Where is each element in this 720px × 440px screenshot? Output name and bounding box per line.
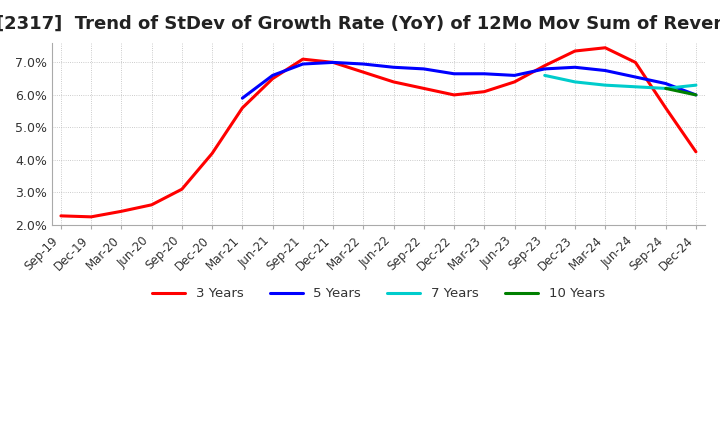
7 Years: [662, 86, 670, 91]
7 Years: [631, 84, 640, 89]
5 Years: [359, 62, 368, 67]
5 Years: [571, 65, 580, 70]
3 Years: [208, 151, 217, 156]
5 Years: [390, 65, 398, 70]
5 Years: [510, 73, 519, 78]
Legend: 3 Years, 5 Years, 7 Years, 10 Years: 3 Years, 5 Years, 7 Years, 10 Years: [147, 282, 610, 306]
5 Years: [692, 92, 701, 98]
3 Years: [390, 79, 398, 84]
5 Years: [480, 71, 489, 77]
3 Years: [238, 105, 247, 110]
7 Years: [541, 73, 549, 78]
5 Years: [329, 60, 338, 65]
3 Years: [450, 92, 459, 98]
7 Years: [601, 83, 610, 88]
3 Years: [662, 105, 670, 110]
5 Years: [269, 73, 277, 78]
Line: 3 Years: 3 Years: [61, 48, 696, 217]
3 Years: [420, 86, 428, 91]
3 Years: [480, 89, 489, 94]
3 Years: [571, 48, 580, 54]
3 Years: [269, 76, 277, 81]
3 Years: [329, 60, 338, 65]
10 Years: [692, 92, 701, 98]
5 Years: [601, 68, 610, 73]
5 Years: [662, 81, 670, 86]
5 Years: [420, 66, 428, 72]
5 Years: [238, 95, 247, 101]
7 Years: [692, 83, 701, 88]
Line: 5 Years: 5 Years: [243, 62, 696, 98]
3 Years: [87, 214, 96, 220]
3 Years: [631, 60, 640, 65]
Title: [2317]  Trend of StDev of Growth Rate (YoY) of 12Mo Mov Sum of Revenues: [2317] Trend of StDev of Growth Rate (Yo…: [0, 15, 720, 33]
Line: 7 Years: 7 Years: [545, 75, 696, 88]
3 Years: [601, 45, 610, 51]
Line: 10 Years: 10 Years: [666, 88, 696, 95]
3 Years: [178, 187, 186, 192]
5 Years: [541, 66, 549, 72]
3 Years: [692, 149, 701, 154]
5 Years: [299, 62, 307, 67]
3 Years: [299, 56, 307, 62]
3 Years: [148, 202, 156, 207]
10 Years: [662, 86, 670, 91]
3 Years: [57, 213, 66, 219]
3 Years: [510, 79, 519, 84]
7 Years: [571, 79, 580, 84]
3 Years: [117, 209, 126, 214]
3 Years: [359, 70, 368, 75]
5 Years: [450, 71, 459, 77]
3 Years: [541, 63, 549, 68]
5 Years: [631, 74, 640, 80]
